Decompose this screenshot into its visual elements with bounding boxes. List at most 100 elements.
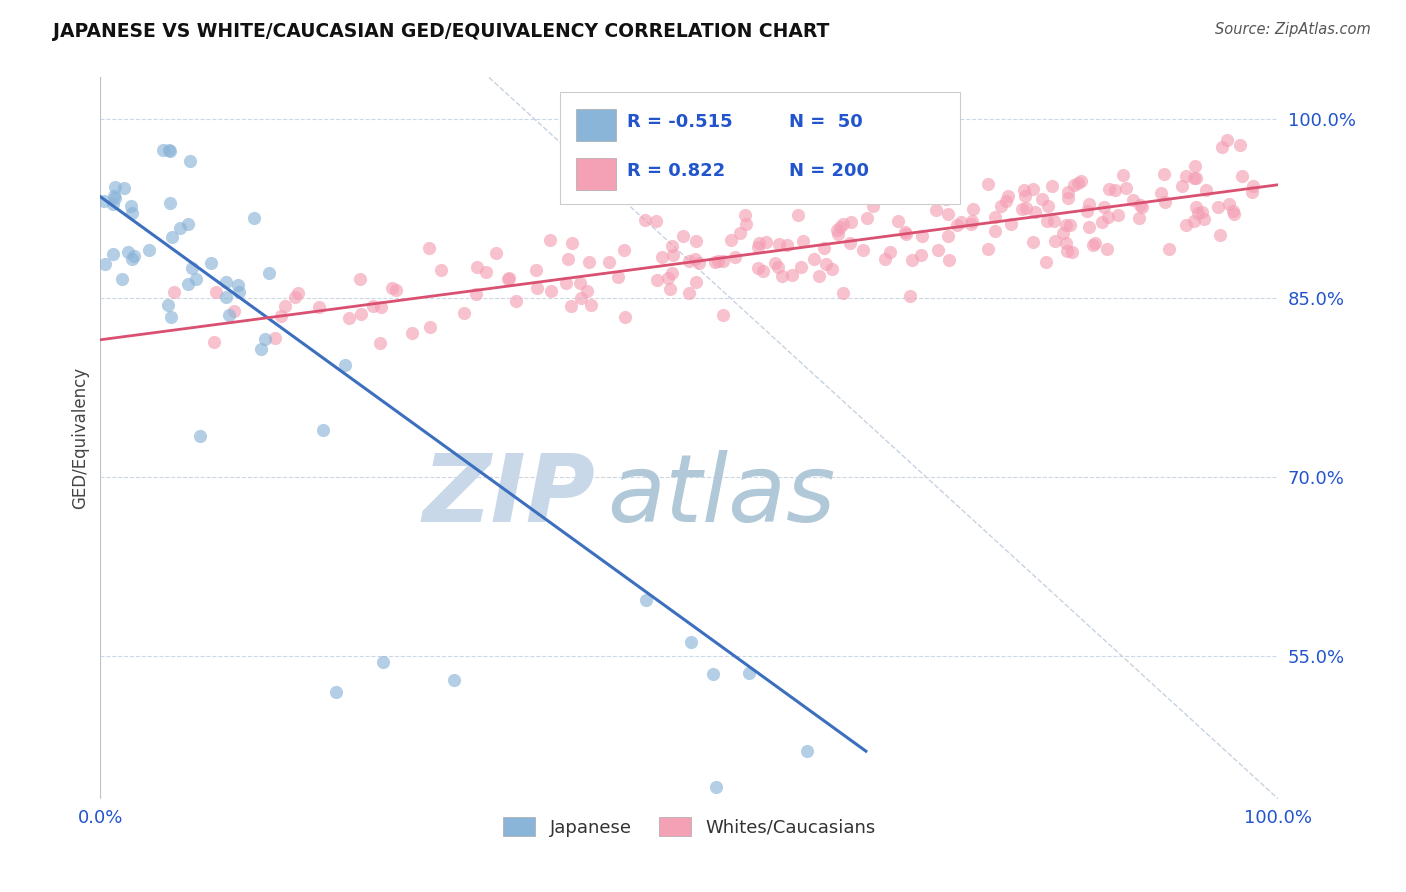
Point: [927, 244, 949, 258]
Point: [959, 217, 981, 231]
Point: [925, 203, 948, 218]
Point: [803, 252, 825, 267]
Point: [1095, 242, 1118, 256]
Point: [160, 230, 183, 244]
Point: [936, 207, 959, 221]
Point: [704, 780, 727, 794]
Point: [152, 143, 174, 157]
Point: [385, 283, 408, 297]
Point: [337, 311, 360, 326]
Point: [226, 277, 249, 292]
Point: [747, 239, 769, 253]
Point: [747, 261, 769, 276]
Point: [735, 217, 758, 231]
Point: [111, 272, 134, 286]
Point: [935, 192, 957, 206]
Point: [202, 334, 225, 349]
Point: [159, 145, 181, 159]
Point: [101, 197, 124, 211]
Point: [1066, 176, 1088, 190]
Point: [464, 286, 486, 301]
Point: [766, 260, 789, 274]
Point: [911, 228, 934, 243]
Point: [561, 235, 583, 250]
Point: [1042, 214, 1064, 228]
Point: [657, 271, 679, 285]
Point: [1194, 211, 1216, 226]
Text: Source: ZipAtlas.com: Source: ZipAtlas.com: [1215, 22, 1371, 37]
Text: R = 0.822: R = 0.822: [627, 162, 725, 180]
Point: [832, 285, 855, 300]
Point: [1040, 179, 1063, 194]
Point: [474, 265, 496, 279]
Point: [711, 308, 734, 322]
Point: [263, 331, 285, 345]
Point: [122, 249, 145, 263]
Point: [792, 234, 814, 248]
Point: [827, 227, 849, 241]
Point: [557, 252, 579, 266]
Point: [350, 307, 373, 321]
Point: [93, 257, 115, 271]
Point: [160, 310, 183, 324]
Point: [830, 220, 852, 235]
Point: [1222, 207, 1244, 221]
Point: [250, 342, 273, 356]
Text: N =  50: N = 50: [789, 113, 863, 131]
Point: [647, 273, 669, 287]
Point: [443, 673, 465, 687]
Point: [1024, 205, 1046, 219]
Point: [900, 252, 922, 267]
Point: [936, 229, 959, 244]
Point: [569, 291, 592, 305]
Point: [960, 213, 983, 227]
Point: [1107, 209, 1129, 223]
Point: [838, 235, 860, 250]
Point: [995, 194, 1018, 208]
Point: [496, 272, 519, 286]
Point: [921, 175, 943, 189]
Point: [852, 243, 875, 257]
Point: [1011, 202, 1033, 217]
Point: [157, 298, 180, 312]
Point: [188, 429, 211, 443]
Point: [555, 276, 578, 290]
Point: [990, 199, 1012, 213]
Point: [1182, 171, 1205, 186]
Point: [159, 196, 181, 211]
Point: [228, 285, 250, 300]
Point: [270, 309, 292, 323]
Point: [381, 281, 404, 295]
Point: [179, 154, 201, 169]
Point: [813, 240, 835, 254]
Text: N = 200: N = 200: [789, 162, 869, 180]
Point: [1091, 215, 1114, 229]
Point: [768, 237, 790, 252]
Point: [737, 666, 759, 681]
Point: [101, 247, 124, 261]
Point: [825, 223, 848, 237]
Point: [349, 272, 371, 286]
Point: [465, 260, 488, 274]
FancyBboxPatch shape: [576, 158, 616, 190]
Point: [205, 285, 228, 300]
Point: [1159, 242, 1181, 256]
Point: [894, 225, 917, 239]
Point: [1154, 195, 1177, 210]
Point: [1222, 204, 1244, 219]
Point: [1104, 183, 1126, 197]
Point: [169, 220, 191, 235]
Point: [1084, 235, 1107, 250]
Text: JAPANESE VS WHITE/CAUCASIAN GED/EQUIVALENCY CORRELATION CHART: JAPANESE VS WHITE/CAUCASIAN GED/EQUIVALE…: [53, 22, 830, 41]
Point: [138, 243, 160, 257]
Point: [103, 188, 125, 202]
Point: [821, 261, 844, 276]
Point: [568, 276, 591, 290]
Point: [1063, 178, 1085, 192]
Point: [540, 284, 562, 298]
Point: [104, 180, 127, 194]
Point: [371, 655, 394, 669]
Point: [284, 290, 307, 304]
Point: [1171, 179, 1194, 194]
Point: [636, 593, 658, 607]
